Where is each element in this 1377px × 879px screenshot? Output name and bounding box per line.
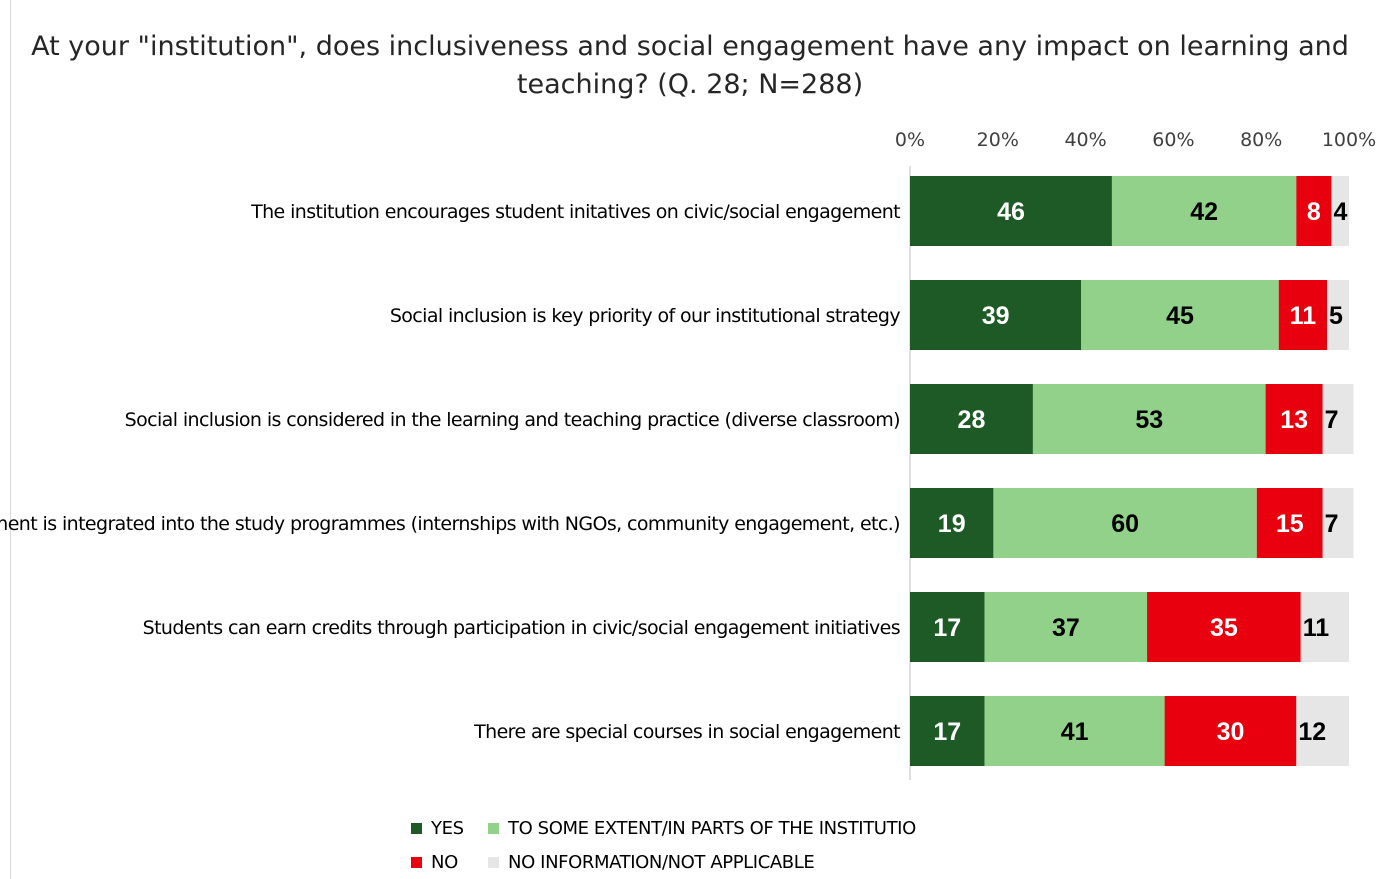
bar-segment-yes bbox=[910, 176, 1112, 246]
bar-segment-no-information-not-applicable bbox=[1296, 696, 1349, 766]
data-label: 12 bbox=[1298, 718, 1326, 746]
bar-segment-no-information-not-applicable bbox=[1322, 488, 1354, 558]
data-label: 46 bbox=[997, 198, 1025, 226]
bar-segment-yes bbox=[910, 488, 994, 558]
bar-segment-no bbox=[1164, 696, 1297, 766]
bar-row: 17 37 35 11 bbox=[910, 592, 1349, 662]
left-border-line bbox=[10, 0, 11, 879]
chart-title-line-2: teaching? (Q. 28; N=288) bbox=[516, 69, 864, 100]
data-label: 39 bbox=[982, 302, 1010, 330]
bar-row: 19 60 15 7 bbox=[910, 488, 1354, 558]
data-label: 30 bbox=[1217, 718, 1245, 746]
bar-segment-yes bbox=[910, 592, 985, 662]
chart-title: At your "institution", does inclusivenes… bbox=[20, 28, 1360, 104]
bar-segment-no-information-not-applicable bbox=[1300, 592, 1349, 662]
bar-segment-yes bbox=[910, 280, 1082, 350]
category-label: Social inclusion is key priority of our … bbox=[390, 305, 901, 327]
bar-row: 46 42 8 4 bbox=[910, 176, 1349, 246]
data-label: 37 bbox=[1052, 614, 1080, 642]
bar-segment-no bbox=[1296, 176, 1332, 246]
data-label: 11 bbox=[1303, 614, 1330, 642]
bar-segment-no-information-not-applicable bbox=[1331, 176, 1349, 246]
category-label: Social engagement is integrated into the… bbox=[0, 513, 900, 535]
x-tick-label: 0% bbox=[895, 129, 925, 151]
legend-label: NO INFORMATION/NOT APPLICABLE bbox=[508, 852, 814, 873]
data-label: 60 bbox=[1111, 510, 1139, 538]
x-tick-label: 20% bbox=[977, 129, 1019, 151]
x-axis-ticks: 0% 20% 40% 60% 80% 100% bbox=[895, 129, 1376, 780]
data-label: 45 bbox=[1166, 302, 1194, 330]
bar-row: 39 45 11 5 bbox=[910, 280, 1349, 350]
data-label: 13 bbox=[1280, 406, 1308, 434]
data-label: 19 bbox=[938, 510, 966, 538]
data-label: 15 bbox=[1276, 510, 1304, 538]
legend-label: YES bbox=[430, 818, 464, 839]
bar-row: 17 41 30 12 bbox=[910, 696, 1349, 766]
chart-title-line-1: At your "institution", does inclusivenes… bbox=[31, 31, 1349, 62]
x-tick-label: 80% bbox=[1240, 129, 1282, 151]
data-label: 28 bbox=[958, 406, 986, 434]
data-label: 5 bbox=[1329, 302, 1343, 330]
bar-segment-no-information-not-applicable bbox=[1327, 280, 1349, 350]
x-tick-label: 60% bbox=[1152, 129, 1194, 151]
bar-segment-no-information-not-applicable bbox=[1322, 384, 1354, 454]
data-label: 11 bbox=[1290, 302, 1317, 330]
data-label: 53 bbox=[1135, 406, 1163, 434]
data-label: 41 bbox=[1061, 718, 1089, 746]
data-label: 17 bbox=[933, 718, 961, 746]
legend-swatch bbox=[488, 857, 499, 868]
category-label: The institution encourages student inita… bbox=[250, 201, 900, 223]
bar-segment-yes bbox=[910, 384, 1033, 454]
data-label: 42 bbox=[1190, 198, 1218, 226]
legend-item-to-some-extent-in-parts-of-the-institutio: TO SOME EXTENT/IN PARTS OF THE INSTITUTI… bbox=[488, 818, 916, 839]
data-label: 7 bbox=[1325, 406, 1339, 434]
bar-segment-to-some-extent-in-parts-of-the-institutio bbox=[1032, 384, 1266, 454]
bar-segment-yes bbox=[910, 696, 985, 766]
bar-segment-to-some-extent-in-parts-of-the-institutio bbox=[1111, 176, 1297, 246]
bar-segment-to-some-extent-in-parts-of-the-institutio bbox=[993, 488, 1257, 558]
bar-segment-to-some-extent-in-parts-of-the-institutio bbox=[1081, 280, 1279, 350]
data-label: 8 bbox=[1307, 198, 1321, 226]
bar-segment-no bbox=[1256, 488, 1323, 558]
category-label: Students can earn credits through partic… bbox=[143, 617, 900, 639]
category-label: There are special courses in social enga… bbox=[473, 721, 900, 743]
legend-item-no: NO bbox=[411, 852, 458, 873]
data-label: 4 bbox=[1333, 198, 1347, 226]
legend-swatch bbox=[411, 857, 422, 868]
category-labels: The institution encourages student inita… bbox=[0, 201, 901, 743]
bar-segment-to-some-extent-in-parts-of-the-institutio bbox=[984, 696, 1165, 766]
legend: YES TO SOME EXTENT/IN PARTS OF THE INSTIT… bbox=[411, 818, 916, 873]
bar-segment-no bbox=[1265, 384, 1323, 454]
legend-swatch bbox=[411, 823, 422, 834]
data-label: 7 bbox=[1325, 510, 1339, 538]
legend-label: TO SOME EXTENT/IN PARTS OF THE INSTITUTI… bbox=[507, 818, 916, 839]
x-tick-label: 40% bbox=[1064, 129, 1106, 151]
bars: 46 42 8 4 39 45 11 5 28 53 13 7 19 60 15 7 17 37 35 11 17 41 3… bbox=[910, 176, 1354, 766]
data-label: 35 bbox=[1210, 614, 1238, 642]
legend-item-no-information-not-applicable: NO INFORMATION/NOT APPLICABLE bbox=[488, 852, 815, 873]
legend-item-yes: YES bbox=[411, 818, 464, 839]
data-label: 17 bbox=[933, 614, 961, 642]
x-tick-label: 100% bbox=[1322, 129, 1376, 151]
bar-segment-to-some-extent-in-parts-of-the-institutio bbox=[984, 592, 1148, 662]
bar-segment-no bbox=[1147, 592, 1301, 662]
bar-row: 28 53 13 7 bbox=[910, 384, 1354, 454]
bar-segment-no bbox=[1278, 280, 1328, 350]
category-label: Social inclusion is considered in the le… bbox=[125, 409, 900, 431]
legend-swatch bbox=[488, 823, 499, 834]
legend-label: NO bbox=[431, 852, 458, 873]
